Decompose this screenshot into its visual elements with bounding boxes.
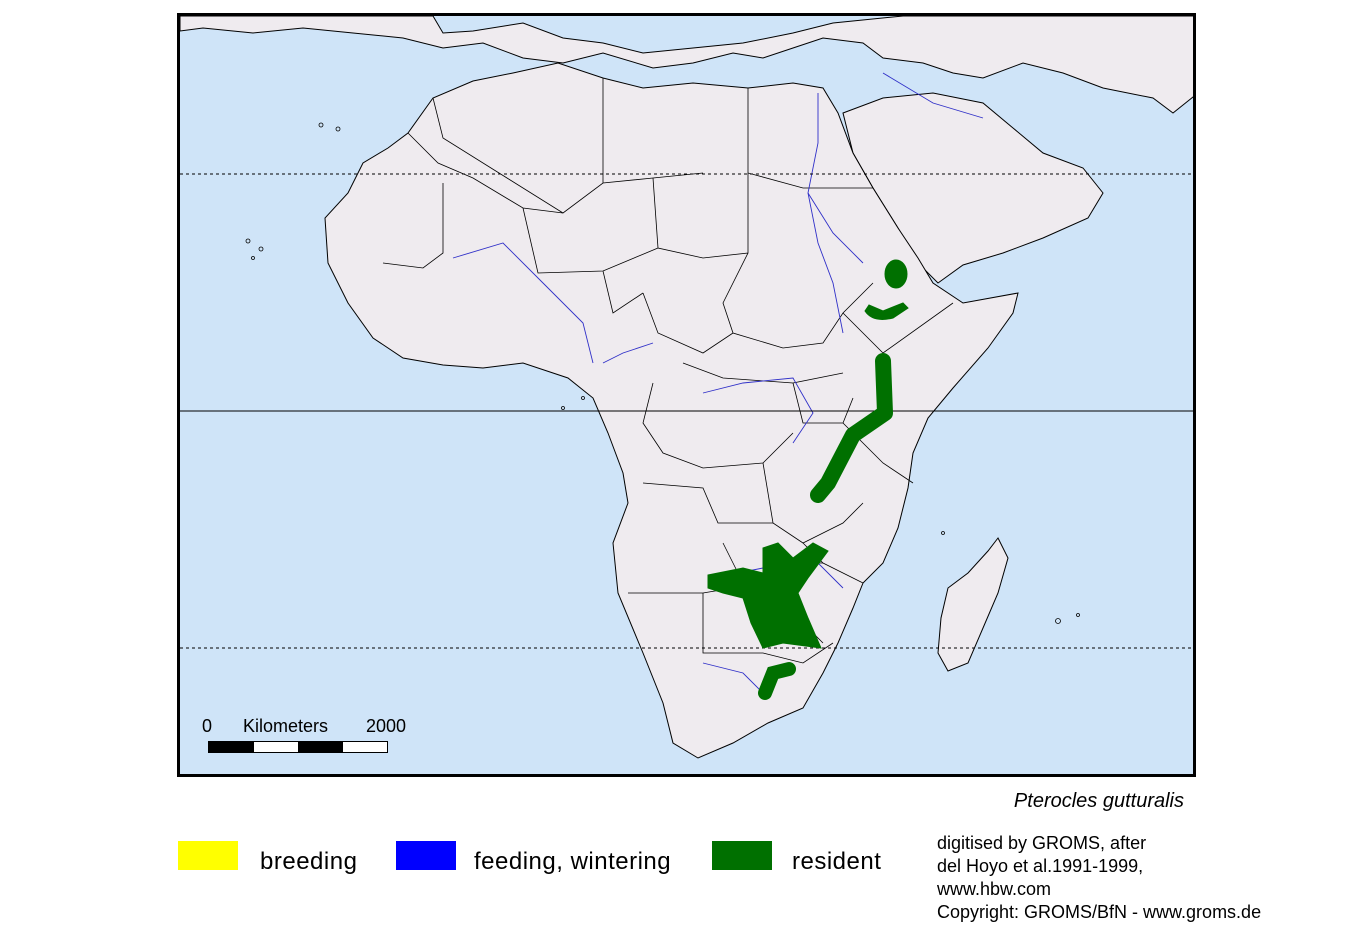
range-ethiopia-arc — [864, 302, 909, 320]
range-south-africa — [758, 662, 796, 700]
credit-line-1: digitised by GROMS, after — [937, 833, 1147, 853]
legend-swatch-breeding — [178, 841, 238, 870]
resident-range — [707, 259, 909, 700]
scale-end-label: 2000 — [366, 716, 407, 736]
credit-line-2: del Hoyo et al.1991-1999, — [937, 856, 1144, 876]
credit-line-4: Copyright: GROMS/BfN - www.groms.de — [937, 902, 1262, 922]
range-map — [177, 13, 1196, 777]
range-south-central — [707, 542, 829, 649]
country-borders — [382, 78, 954, 664]
species-name: Pterocles gutturalis — [1013, 790, 1184, 812]
scale-start-label: 0 — [202, 716, 213, 736]
legend-label-feeding: feeding, wintering — [474, 848, 672, 875]
africa-landmass — [324, 62, 1019, 759]
legend-label-resident: resident — [792, 848, 882, 875]
range-east-africa-corridor — [810, 353, 893, 503]
europe-landmass — [180, 16, 1193, 114]
scale-bar — [208, 741, 388, 753]
madagascar-landmass — [937, 537, 1009, 672]
islands — [245, 122, 1080, 624]
legend-swatch-resident — [712, 841, 772, 870]
legend-swatch-feeding — [396, 841, 456, 870]
credit-text: digitised by GROMS, after del Hoyo et al… — [937, 832, 1261, 924]
credit-line-3: www.hbw.com — [937, 879, 1052, 899]
range-ethiopia-north — [884, 259, 908, 289]
legend-label-breeding: breeding — [260, 848, 358, 875]
scale-unit-label: Kilometers — [243, 716, 329, 736]
map-svg — [180, 16, 1193, 759]
